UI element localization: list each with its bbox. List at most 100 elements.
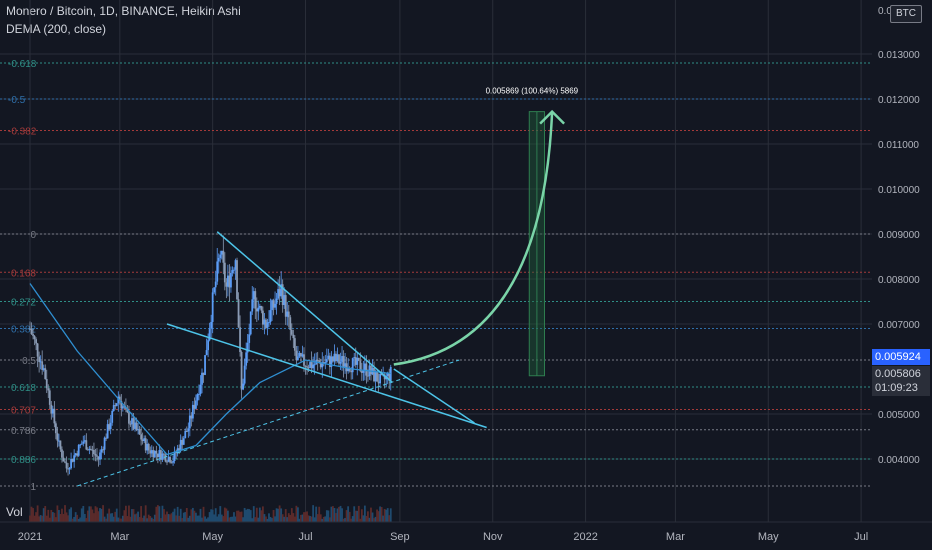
volume-bar [175,515,178,522]
volume-bar [54,517,57,522]
candle-body [388,372,391,381]
drawings[interactable]: 0.005869 (100.64%) 5869 [77,87,579,487]
volume-bar [220,514,223,522]
volume-bar [217,514,220,522]
volume-bar [319,514,322,522]
x-tick-label: May [758,531,779,543]
volume-bar [115,508,118,522]
candle-body [226,275,229,287]
volume-bar [32,508,34,522]
volume-bar [214,508,217,522]
volume-bar [86,510,89,522]
candle-body [129,423,132,425]
candle-body [236,260,238,300]
volume-bar [70,507,72,522]
candle-body [360,371,363,373]
volume-bar [105,518,108,522]
volume-bar [389,508,392,522]
fib-retracement[interactable]: -0.618 -0.5 -0.382 0 0.168 0.272 0.382 0.5 0.618… [0,59,872,493]
candle-body [68,468,71,470]
trendline [393,368,475,424]
volume-bar [190,509,193,522]
candle-body [356,357,359,365]
candle-body [195,400,197,409]
fib-label: 0.707 [11,406,36,417]
y-tick-label: 0.010000 [878,185,920,196]
volume-bar [341,508,343,522]
candle-body [38,356,41,362]
volume-bar [44,506,47,522]
candle-body [118,396,121,401]
volume-bar [248,509,251,522]
volume-bar [79,517,82,522]
candle-body [239,327,241,353]
candle-body [53,408,56,424]
volume-bar [77,518,80,522]
price-axis[interactable]: 0.013000 0.012000 0.011000 0.010000 0.009000… [878,6,920,466]
candle-body [210,321,213,329]
candle-body [42,368,45,370]
volume-bar [266,518,269,522]
candle-body [39,361,42,363]
fib-label: 0.618 [11,383,36,394]
candlestick-series [29,235,392,476]
candle-body [85,440,88,450]
candle-body [386,372,389,376]
volume-bar [245,509,248,522]
candle-body [223,262,226,283]
volume-bar [278,505,281,522]
candle-body [362,370,365,373]
candle-body [287,311,290,318]
volume-bar [222,516,225,522]
volume-bar [111,513,114,522]
volume-bar [172,511,174,522]
candle-body [316,360,319,362]
candle-body [339,361,342,364]
volume-bar [112,516,115,522]
candle-body [290,329,293,335]
volume-bar [210,509,213,522]
candle-body [164,454,167,462]
arrow-head [539,109,565,125]
candle-body [353,357,356,359]
candle-body [132,418,135,429]
indicator-label[interactable]: DEMA (200, close) [6,22,107,36]
candle-body [82,441,85,444]
volume-bar [225,508,228,522]
candle-body [58,440,60,442]
volume-bar [179,508,182,522]
close-price-box: 0.005806 [872,366,930,382]
candle-body [313,364,316,366]
candle-body [321,362,324,368]
volume-bar [261,506,264,522]
candle-body [65,462,68,469]
volume-bar [91,509,94,522]
candle-body [48,390,51,405]
candle-body [155,450,158,454]
volume-bar [140,506,143,522]
volume-bar [312,505,315,522]
volume-bar [76,514,79,522]
volume-bar [208,512,211,522]
volume-bar [333,507,336,522]
candle-body [240,352,243,390]
volume-bar [231,516,234,522]
candle-body [266,322,269,328]
candle-body [363,363,366,371]
candle-body [245,352,248,366]
volume-bar [33,515,36,522]
candle-body [286,311,289,317]
currency-badge[interactable]: BTC [890,5,922,23]
time-axis[interactable]: 2021 Mar May Jul Sep Nov 2022 Mar May Jul [0,521,932,543]
candle-body [88,448,91,451]
volume-bar [193,510,196,522]
candle-body [280,284,283,297]
chart-grid [0,0,872,522]
fib-label: 1 [30,482,36,493]
y-tick-label: 0.013000 [878,50,920,61]
candle-body [181,439,184,445]
volume-bar [100,508,103,522]
volume-bar [374,516,377,522]
candle-body [91,449,94,451]
